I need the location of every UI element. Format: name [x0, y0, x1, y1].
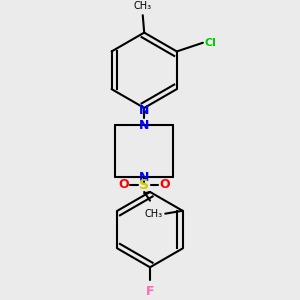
Text: O: O: [118, 178, 129, 191]
Text: F: F: [146, 285, 154, 298]
Text: N: N: [139, 171, 149, 184]
Text: N: N: [139, 119, 149, 132]
Text: N: N: [139, 103, 149, 117]
Text: O: O: [159, 178, 170, 191]
Text: S: S: [139, 178, 149, 192]
Text: CH₃: CH₃: [144, 209, 162, 219]
Text: CH₃: CH₃: [134, 1, 152, 11]
Text: Cl: Cl: [204, 38, 216, 48]
